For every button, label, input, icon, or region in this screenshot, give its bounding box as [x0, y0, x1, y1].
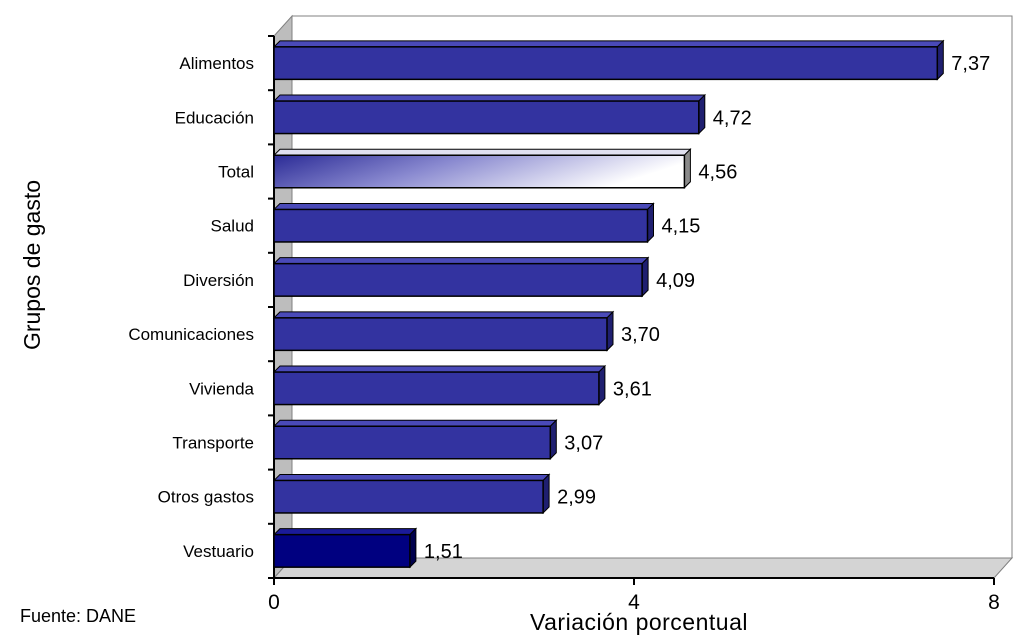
bar-front-face	[273, 425, 552, 460]
bar-side-face	[549, 419, 557, 460]
value-label: 4,15	[662, 216, 701, 238]
value-label: 4,56	[698, 162, 737, 184]
bar-front-face	[273, 317, 608, 352]
bar-top-face	[272, 528, 418, 536]
category-label: Otros gastos	[158, 488, 254, 507]
bar-front-face	[273, 262, 643, 297]
bar-comunicaciones	[272, 310, 615, 352]
category-label: Vestuario	[183, 542, 254, 561]
category-label: Salud	[211, 217, 254, 236]
bars-group	[272, 39, 945, 569]
value-label: 3,07	[564, 433, 603, 455]
bar-front-face	[273, 46, 939, 81]
x-tick-label: 8	[988, 591, 1000, 614]
bar-top-face	[272, 148, 692, 156]
x-axis-title: Variación porcentual	[530, 609, 748, 635]
category-label: Transporte	[172, 434, 254, 453]
bar-top-face	[272, 202, 655, 210]
category-labels: Alimentos Educación Total Salud Diversión Com…	[128, 54, 254, 561]
value-label: 7,37	[951, 53, 990, 75]
bar-front-face	[273, 371, 600, 406]
source-note: Fuente: DANE	[20, 606, 136, 626]
category-label: Diversión	[183, 271, 254, 290]
x-tick-label: 4	[628, 591, 640, 614]
bar-top-face	[272, 40, 945, 48]
bar-diversión	[272, 256, 650, 298]
bar-side-face	[698, 93, 706, 135]
bar-otros-gastos	[272, 473, 551, 515]
bar-educación	[272, 93, 707, 135]
bar-side-face	[606, 310, 614, 352]
category-label: Vivienda	[189, 379, 254, 398]
category-label: Total	[218, 163, 254, 182]
bar-top-face	[272, 257, 650, 265]
category-label: Alimentos	[179, 54, 254, 73]
value-label: 3,70	[621, 324, 660, 346]
bar-top-face	[272, 365, 607, 373]
x-tick-label: 0	[268, 591, 280, 614]
bar-total	[272, 148, 692, 189]
value-label: 4,09	[656, 270, 695, 292]
bar-top-face	[272, 419, 558, 427]
bar-side-face	[542, 473, 550, 515]
bar-side-face	[598, 364, 606, 406]
value-label: 1,51	[424, 541, 463, 563]
bar-vestuario	[272, 527, 418, 569]
bar-side-face	[641, 256, 649, 298]
bar-front-face	[273, 208, 649, 243]
bar-top-face	[272, 311, 615, 319]
bar-side-face	[409, 527, 417, 569]
bar-top-face	[272, 473, 551, 481]
value-label: 4,72	[713, 107, 752, 129]
bar-side-face	[936, 39, 944, 81]
bar-vivienda	[272, 364, 607, 406]
category-label: Comunicaciones	[128, 325, 254, 344]
value-label: 3,61	[613, 378, 652, 400]
bar-front-face	[273, 154, 686, 189]
bar-transporte	[272, 419, 558, 460]
bar-side-face	[683, 148, 691, 189]
y-axis-title: Grupos de gasto	[19, 180, 45, 350]
bar-front-face	[273, 100, 700, 135]
bar-side-face	[647, 202, 654, 244]
bar-top-face	[272, 94, 707, 102]
category-label: Educación	[175, 108, 254, 127]
value-label: 2,99	[557, 487, 596, 509]
value-labels: 7,37 4,72 4,56 4,15 4,09 3,70 3,61 3,07 2,99 1,51	[424, 53, 990, 563]
bar-salud	[272, 202, 655, 244]
y-axis-ticks	[268, 35, 274, 579]
bar-front-face	[273, 533, 411, 568]
bar-front-face	[273, 479, 544, 514]
bar-alimentos	[272, 39, 945, 81]
x-axis-ticks: 0 4 8	[268, 578, 1000, 614]
